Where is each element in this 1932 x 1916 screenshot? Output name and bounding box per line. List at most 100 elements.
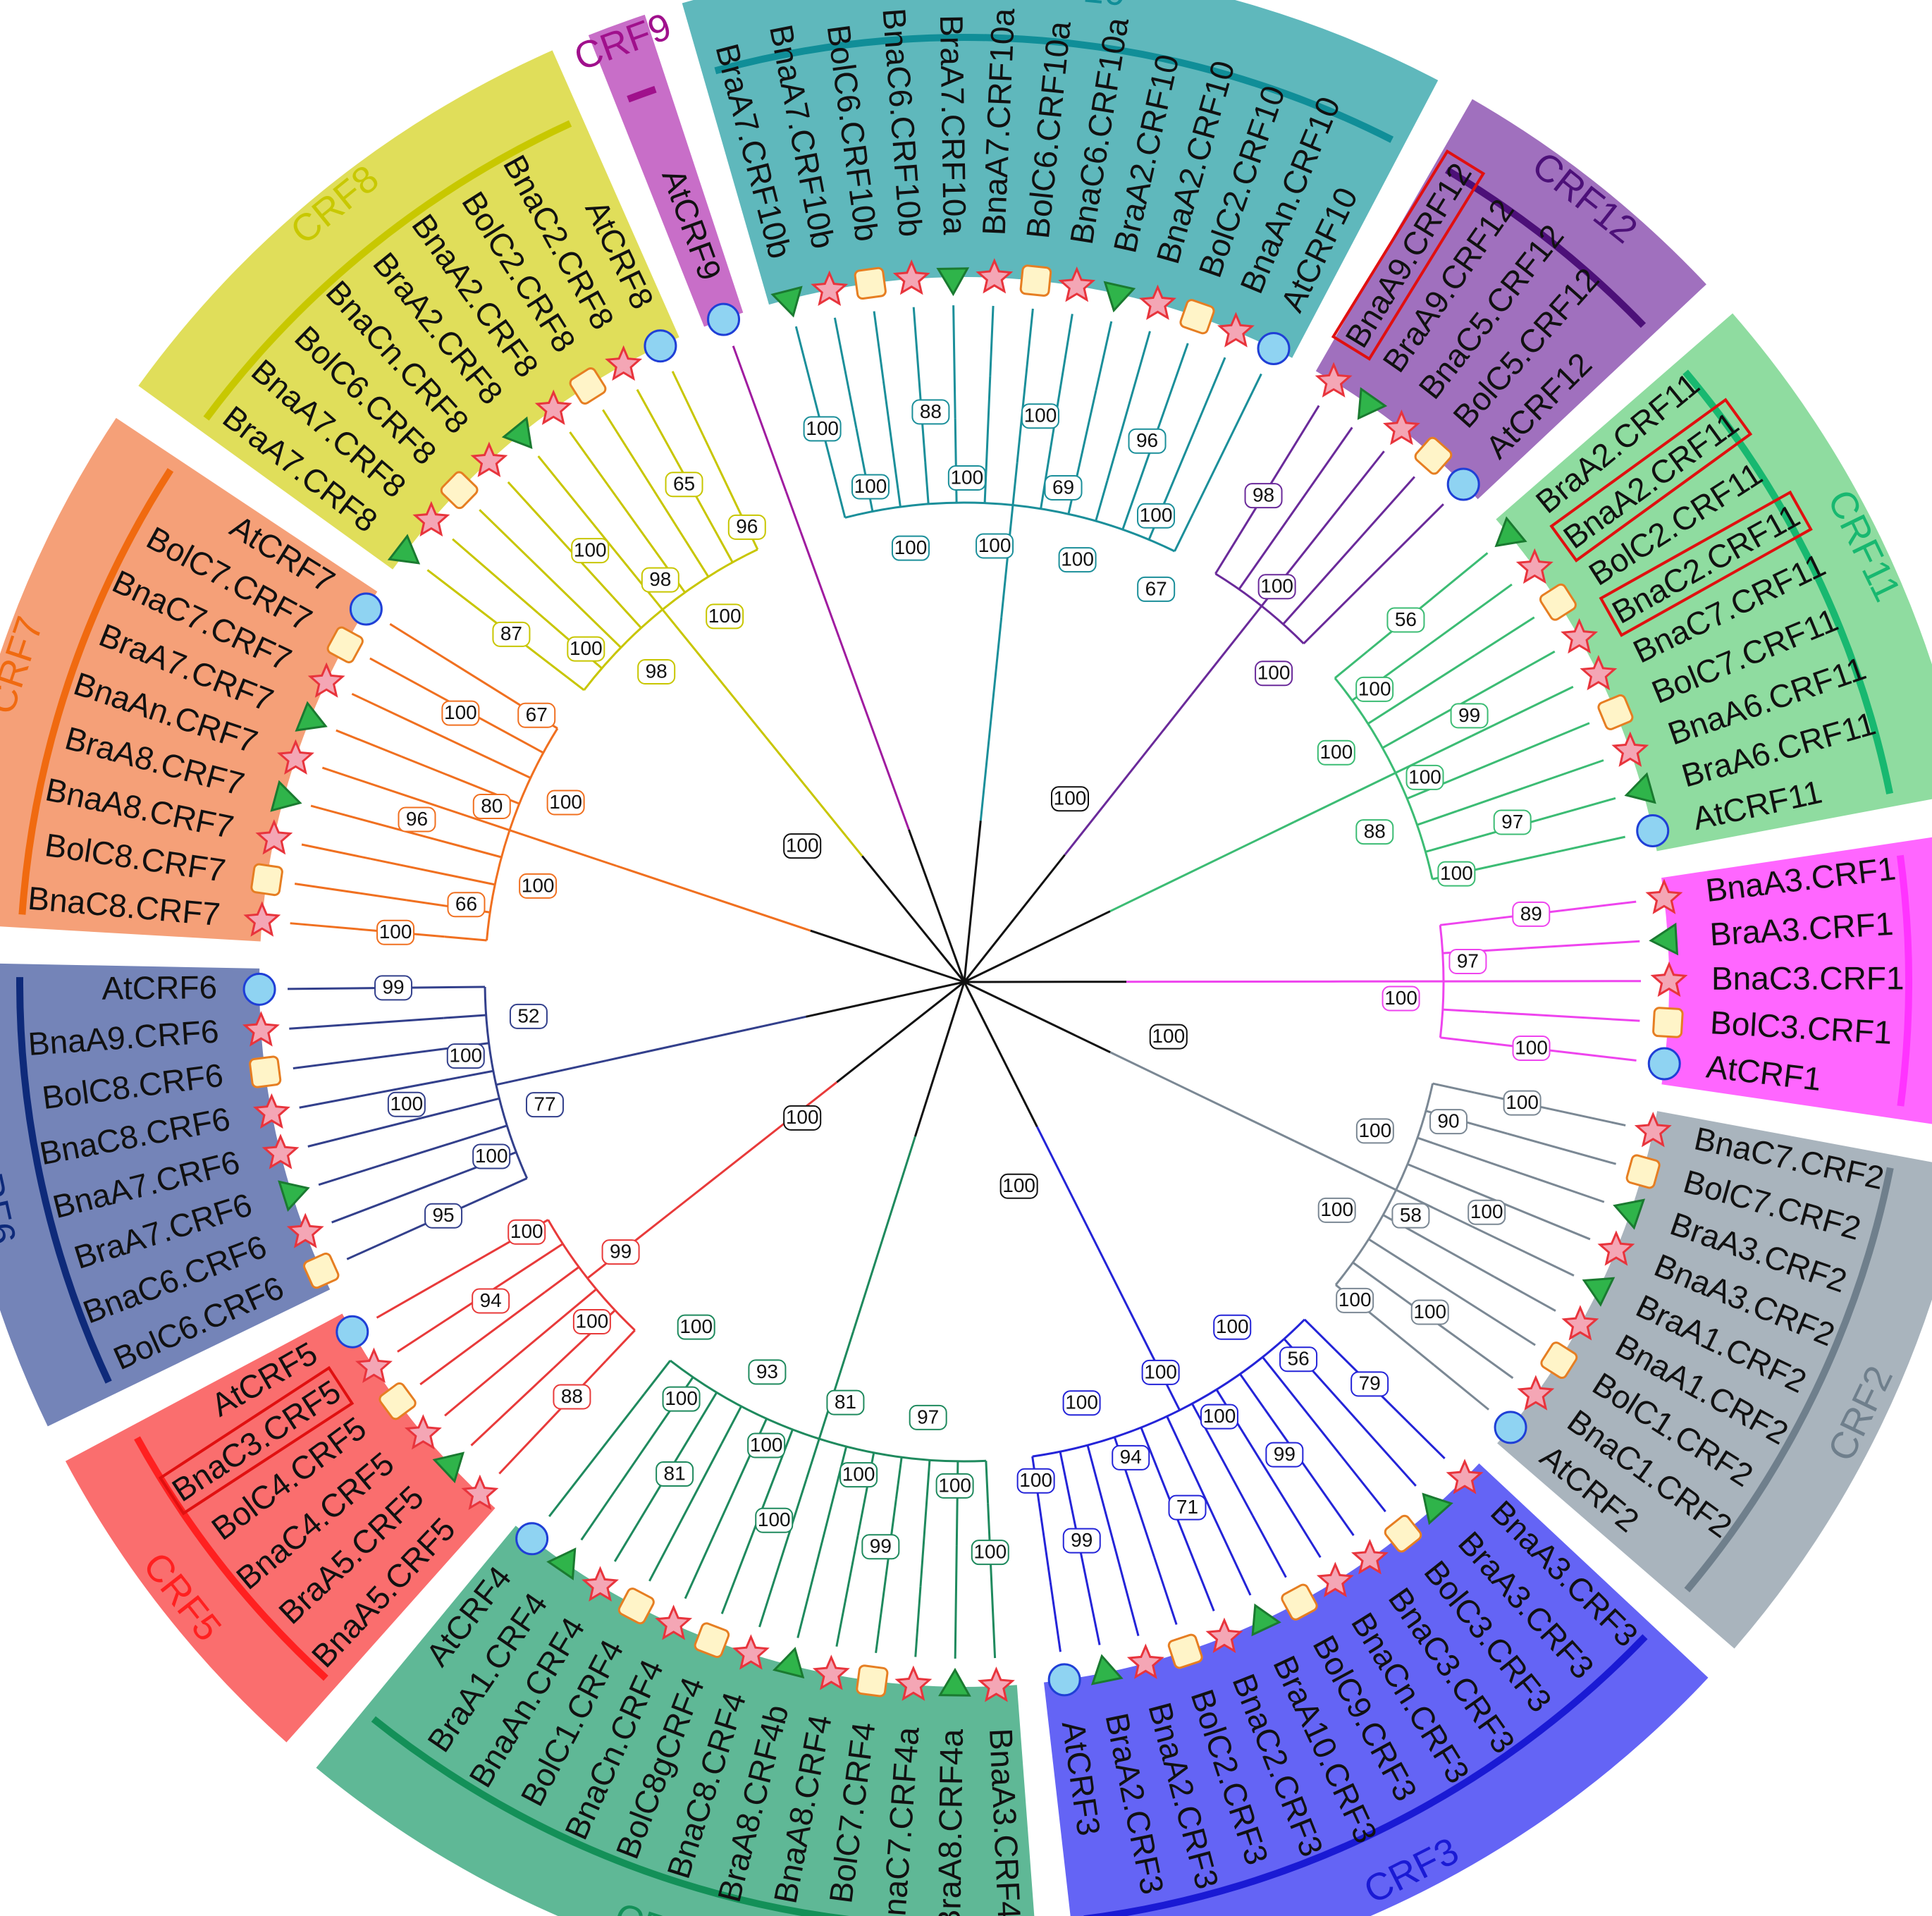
- svg-text:65: 65: [673, 473, 695, 495]
- bootstrap-value: 100: [376, 919, 415, 945]
- svg-text:100: 100: [758, 1509, 791, 1530]
- svg-text:88: 88: [1364, 820, 1386, 842]
- bootstrap-value: 100: [1255, 661, 1293, 687]
- clade-root-branch: [1036, 1126, 1131, 1310]
- svg-text:100: 100: [1339, 1289, 1372, 1310]
- marker-triangle-icon: [546, 1547, 577, 1580]
- bootstrap-value: 67: [517, 702, 556, 728]
- bootstrap-value: 96: [398, 806, 436, 833]
- clade-arc-crf4: [371, 1716, 850, 1916]
- inner-branch: [833, 476, 847, 518]
- bootstrap-value: 77: [525, 1092, 564, 1118]
- svg-text:69: 69: [1052, 476, 1074, 498]
- leaf-branch: [794, 326, 836, 477]
- clade-root-branch: [1109, 1051, 1296, 1142]
- leaf-branch: [301, 843, 371, 860]
- svg-text:100: 100: [1257, 662, 1291, 684]
- marker-triangle-icon: [770, 285, 803, 318]
- svg-text:100: 100: [1203, 1405, 1236, 1427]
- svg-text:100: 100: [1358, 1119, 1391, 1141]
- marker-star-icon: [1382, 409, 1420, 446]
- marker-star-icon: [307, 662, 345, 698]
- svg-text:100: 100: [1152, 1025, 1185, 1047]
- marker-circle-icon: [1047, 1663, 1081, 1697]
- svg-text:99: 99: [870, 1535, 892, 1557]
- root-bootstrap-value: 100: [1051, 786, 1089, 812]
- inner-branch: [1095, 480, 1109, 522]
- svg-text:98: 98: [646, 660, 667, 682]
- marker-circle-icon: [644, 329, 677, 363]
- bootstrap-value: 97: [1448, 949, 1487, 975]
- svg-text:100: 100: [854, 475, 887, 497]
- bootstrap-value: 100: [1317, 739, 1355, 766]
- marker-box-icon: [326, 626, 364, 663]
- inner-branch: [410, 1069, 494, 1088]
- inner-branch: [805, 1438, 820, 1480]
- leaf-branch: [318, 1162, 386, 1186]
- bootstrap-value: 100: [1410, 1299, 1449, 1325]
- leaf-branch: [1097, 1485, 1140, 1637]
- leaf-branch: [470, 1367, 555, 1447]
- root-bootstrap-value: 100: [1149, 1024, 1188, 1050]
- clade-arc-crf3: [1083, 1634, 1648, 1916]
- bootstrap-value: 98: [637, 659, 676, 685]
- svg-text:90: 90: [1437, 1110, 1459, 1131]
- svg-text:100: 100: [576, 1310, 609, 1332]
- svg-text:100: 100: [1413, 1301, 1446, 1322]
- inner-branch: [1121, 449, 1152, 530]
- bootstrap-value: 100: [851, 474, 890, 500]
- bootstrap-value: 58: [1391, 1203, 1430, 1229]
- svg-text:100: 100: [950, 466, 983, 488]
- inner-branch: [882, 381, 902, 508]
- inner-branch: [1303, 583, 1365, 644]
- marker-box-icon: [250, 863, 283, 897]
- clade-sector-crf9: [588, 14, 744, 327]
- leaf-branch: [1493, 1275, 1556, 1312]
- marker-star-icon: [1650, 961, 1688, 997]
- marker-circle-icon: [1494, 1411, 1527, 1444]
- inner-branch: [1425, 828, 1508, 853]
- marker-circle-icon: [1446, 467, 1480, 501]
- leaf-branch: [321, 766, 430, 805]
- svg-text:100: 100: [842, 1463, 875, 1485]
- svg-text:67: 67: [526, 704, 548, 725]
- leaf-markers: [242, 258, 1688, 1702]
- marker-triangle-icon: [1649, 922, 1679, 956]
- leaf-branch: [548, 1393, 646, 1518]
- inner-branch: [919, 1460, 931, 1587]
- marker-star-icon: [243, 901, 281, 937]
- marker-box-icon: [1414, 436, 1453, 475]
- root-branch: [806, 981, 965, 1018]
- inner-branch: [443, 1014, 486, 1019]
- leaf-branch: [290, 922, 445, 938]
- bootstrap-value: 100: [1317, 1197, 1356, 1223]
- root-branch: [810, 929, 965, 983]
- svg-text:100: 100: [1054, 787, 1087, 809]
- bootstrap-value: 79: [1350, 1371, 1389, 1397]
- clade-stem: [509, 829, 617, 867]
- svg-text:100: 100: [1019, 1469, 1052, 1491]
- bootstrap-value: 100: [567, 636, 605, 662]
- marker-star-icon: [252, 1093, 290, 1129]
- inner-branch: [1238, 519, 1288, 590]
- inner-branch: [491, 1243, 564, 1291]
- marker-circle-icon: [349, 592, 383, 626]
- svg-text:99: 99: [1458, 704, 1480, 726]
- marker-star-icon: [605, 345, 643, 381]
- svg-text:100: 100: [894, 536, 928, 558]
- clade-sector-crf3: [1043, 1463, 1709, 1916]
- leaf-branch: [1236, 405, 1320, 539]
- marker-star-icon: [1058, 266, 1096, 302]
- marker-star-icon: [276, 739, 314, 775]
- clade-arc-crf8: [203, 120, 572, 421]
- clade-stem: [1293, 1140, 1397, 1191]
- inner-branch: [1416, 810, 1458, 826]
- marker-triangle-icon: [270, 780, 302, 812]
- bootstrap-value: 100: [1503, 1090, 1542, 1116]
- marker-star-icon: [355, 1347, 393, 1383]
- clade-arc-crf6: [16, 977, 112, 1384]
- svg-text:100: 100: [444, 701, 477, 723]
- bootstrap-value: 99: [1450, 703, 1489, 729]
- root-branch: [908, 829, 966, 983]
